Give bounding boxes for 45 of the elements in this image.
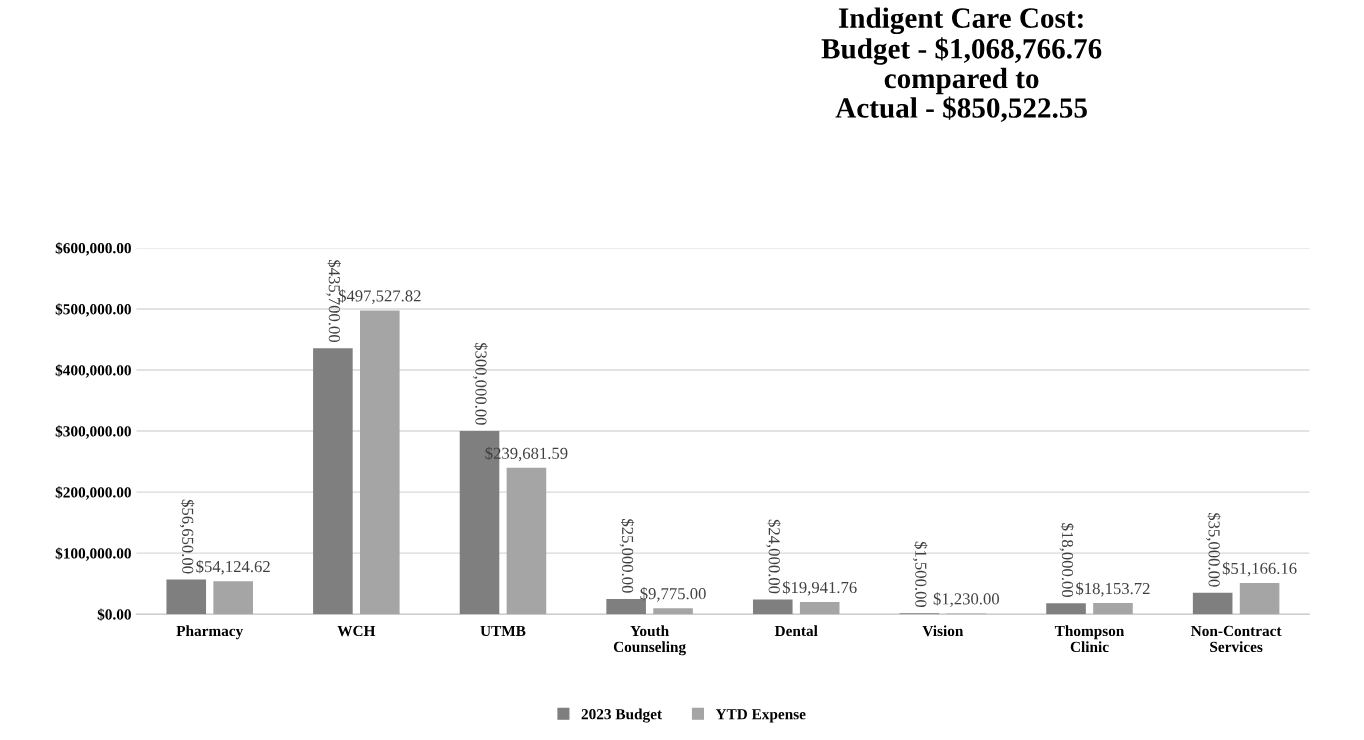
data-label: $1,500.00 (912, 541, 928, 608)
data-label: $56,650.00 (179, 499, 195, 574)
bar (653, 608, 693, 615)
x-tick-label: Non-Contract Services (1191, 625, 1282, 653)
bar (1239, 582, 1280, 615)
data-label: $18,000.00 (1059, 523, 1075, 598)
y-tick-label: $400,000.00 (55, 364, 131, 378)
data-label: $51,166.16 (1222, 561, 1297, 577)
x-tick-label: Vision (922, 625, 964, 637)
bar (166, 579, 207, 615)
y-tick-label: $0.00 (97, 608, 131, 621)
data-label: $25,000.00 (619, 519, 635, 593)
y-tick-label: $100,000.00 (55, 547, 131, 561)
data-label: $1,230.00 (933, 592, 1000, 607)
bar (799, 602, 840, 615)
data-label: $54,124.62 (196, 559, 270, 575)
data-label: $18,153.72 (1076, 581, 1150, 597)
bar (752, 599, 793, 615)
chart-title: Indigent Care Cost: Budget - $1,068,766.76 compared to Actual - $850,522.55 (821, 7, 1102, 123)
bar (1093, 603, 1133, 615)
data-label: $35,000.00 (1206, 512, 1221, 587)
bar (313, 348, 353, 615)
legend-label: 2023 Budget (581, 708, 662, 723)
x-tick-label: Pharmacy (176, 625, 244, 640)
bar (360, 310, 400, 615)
data-label: $19,941.76 (782, 580, 857, 596)
data-label: $497,527.82 (338, 289, 421, 304)
y-tick-label: $300,000.00 (55, 425, 131, 439)
x-tick-label: Thompson Clinic (1054, 625, 1125, 653)
x-tick-label: UTMB (480, 625, 526, 637)
bar (506, 467, 547, 615)
y-tick-label: $600,000.00 (55, 242, 131, 256)
legend-label: YTD Expense (715, 709, 806, 723)
data-label: $24,000.00 (766, 519, 781, 594)
x-tick-label: Youth Counseling (613, 625, 686, 656)
y-tick-label: $200,000.00 (55, 486, 131, 500)
x-tick-label: Dental (774, 625, 818, 637)
data-label: $300,000.00 (472, 342, 488, 425)
bar (1192, 592, 1233, 615)
bar (1046, 603, 1086, 615)
x-tick-label: WCH (337, 625, 376, 637)
data-label: $9,775.00 (640, 587, 706, 602)
bar (213, 581, 253, 615)
y-tick-label: $500,000.00 (55, 303, 131, 317)
data-label: $435,700.00 (326, 260, 341, 343)
